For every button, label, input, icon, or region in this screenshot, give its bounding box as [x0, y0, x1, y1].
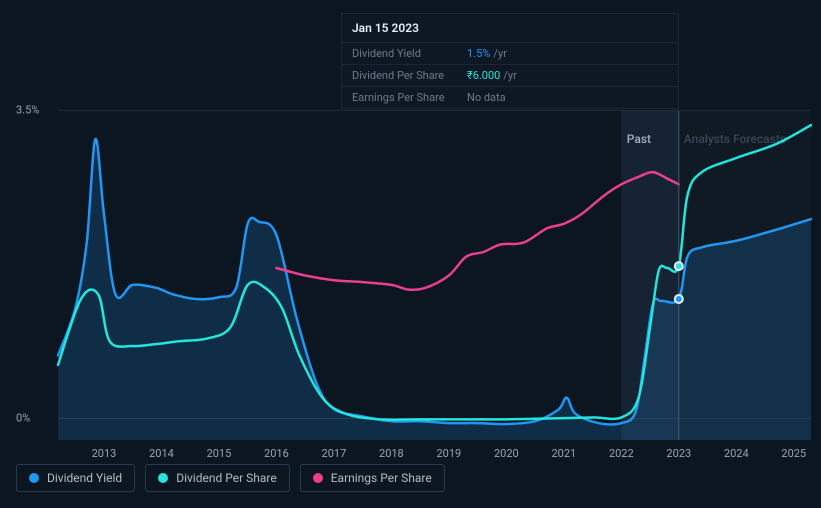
tooltip-row: Dividend Yield1.5%/yr: [342, 43, 678, 65]
legend-item-dividend-per-share[interactable]: Dividend Per Share: [145, 464, 290, 492]
legend-item-earnings-per-share[interactable]: Earnings Per Share: [300, 464, 445, 492]
legend-label: Dividend Yield: [47, 471, 122, 485]
x-tick: 2014: [149, 447, 174, 460]
legend-swatch: [313, 473, 323, 483]
tooltip-row-value: ₹6.000: [467, 69, 500, 82]
y-tick-min: 0%: [16, 412, 30, 425]
tooltip-row-unit: /yr: [493, 47, 506, 60]
x-tick: 2024: [724, 447, 749, 460]
x-tick: 2022: [609, 447, 634, 460]
x-tick: 2013: [92, 447, 117, 460]
x-tick: 2025: [781, 447, 806, 460]
x-tick: 2021: [551, 447, 576, 460]
x-tick: 2023: [666, 447, 691, 460]
x-tick: 2019: [436, 447, 461, 460]
legend-swatch: [158, 473, 168, 483]
y-tick-max: 3.5%: [16, 104, 39, 117]
tooltip-date: Jan 15 2023: [342, 14, 678, 43]
tooltip-row: Earnings Per ShareNo data: [342, 87, 678, 108]
x-tick: 2020: [494, 447, 519, 460]
tooltip-row-value: 1.5%: [467, 47, 490, 60]
hover-tooltip: Jan 15 2023 Dividend Yield1.5%/yrDividen…: [341, 13, 679, 109]
tooltip-row-label: Dividend Per Share: [352, 69, 467, 82]
tooltip-row-label: Dividend Yield: [352, 47, 467, 60]
legend-swatch: [29, 473, 39, 483]
chart-svg: [58, 111, 811, 440]
legend-label: Dividend Per Share: [176, 471, 277, 485]
x-tick: 2017: [322, 447, 347, 460]
tooltip-row-label: Earnings Per Share: [352, 91, 467, 104]
x-tick: 2015: [207, 447, 232, 460]
tooltip-row-unit: /yr: [503, 69, 516, 82]
legend: Dividend Yield Dividend Per Share Earnings…: [16, 464, 445, 492]
x-tick: 2016: [264, 447, 289, 460]
legend-item-dividend-yield[interactable]: Dividend Yield: [16, 464, 135, 492]
x-tick: 2018: [379, 447, 404, 460]
tooltip-row-value: No data: [467, 91, 506, 104]
tooltip-row: Dividend Per Share₹6.000/yr: [342, 65, 678, 87]
plot-area[interactable]: [58, 110, 811, 440]
legend-label: Earnings Per Share: [331, 471, 432, 485]
